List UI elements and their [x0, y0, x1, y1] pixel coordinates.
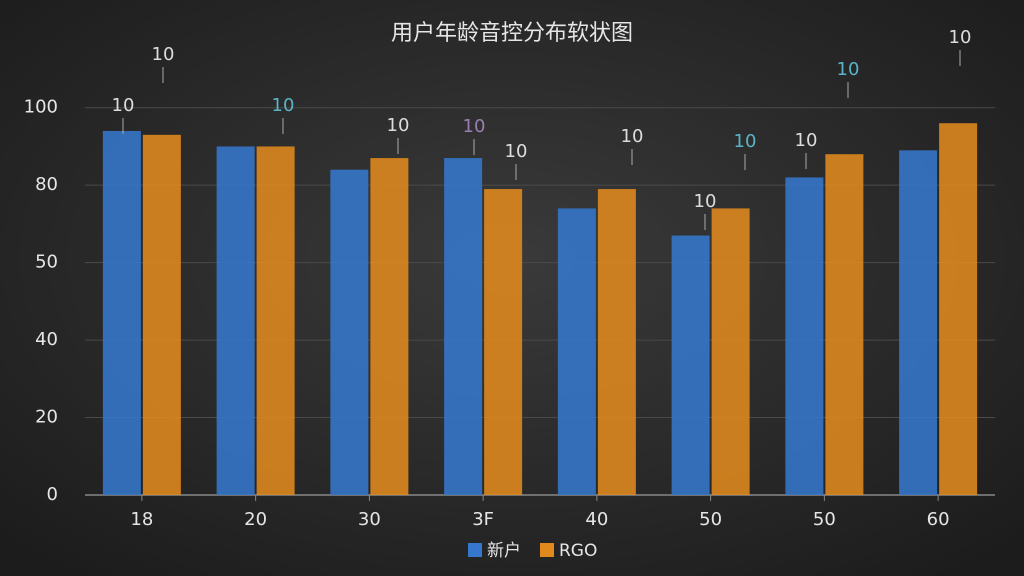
y-tick-label: 80: [35, 174, 58, 195]
x-tick-label: 18: [130, 509, 153, 530]
y-tick-label: 50: [35, 252, 58, 273]
annotation: 10: [112, 95, 135, 116]
annotation: 10: [463, 116, 486, 137]
y-tick-label: 20: [35, 407, 58, 428]
y-tick-label: 40: [35, 329, 58, 350]
legend-label: RGO: [559, 541, 597, 561]
bar: [557, 208, 596, 495]
x-tick-label: 60: [927, 509, 950, 530]
bar: [825, 154, 864, 495]
bar: [256, 146, 295, 496]
annotation: 10: [694, 191, 717, 212]
bar: [711, 208, 750, 495]
annotation: 10: [387, 115, 410, 136]
annotation: 10: [272, 95, 295, 116]
bar: [370, 158, 409, 495]
bar: [102, 130, 141, 496]
legend-label: 新户: [487, 541, 521, 561]
chart-title: 用户年龄音控分布软状图: [391, 21, 633, 46]
annotation: 10: [795, 130, 818, 151]
bar: [939, 123, 978, 495]
bar: [484, 189, 523, 495]
x-tick-label: 20: [244, 509, 267, 530]
y-tick-label: 0: [47, 484, 58, 505]
bar: [785, 177, 824, 495]
annotation: 10: [152, 44, 175, 65]
bar: [444, 158, 483, 495]
bar: [671, 235, 710, 495]
x-tick-label: 50: [699, 509, 722, 530]
x-tick-label: 30: [358, 509, 381, 530]
legend-swatch: [540, 543, 554, 557]
annotation: 10: [505, 141, 528, 162]
bar: [142, 134, 181, 495]
legend-swatch: [468, 543, 482, 557]
x-tick-label: 3F: [472, 509, 494, 530]
x-tick-label: 50: [813, 509, 836, 530]
x-tick-label: 40: [585, 509, 608, 530]
bar: [216, 146, 255, 496]
annotation: 10: [734, 131, 757, 152]
bar: [899, 150, 938, 495]
annotation: 10: [621, 126, 644, 147]
annotation: 10: [837, 59, 860, 80]
annotation: 10: [949, 27, 972, 48]
y-tick-label: 100: [24, 97, 58, 118]
bar: [330, 169, 369, 495]
bar: [597, 189, 636, 495]
